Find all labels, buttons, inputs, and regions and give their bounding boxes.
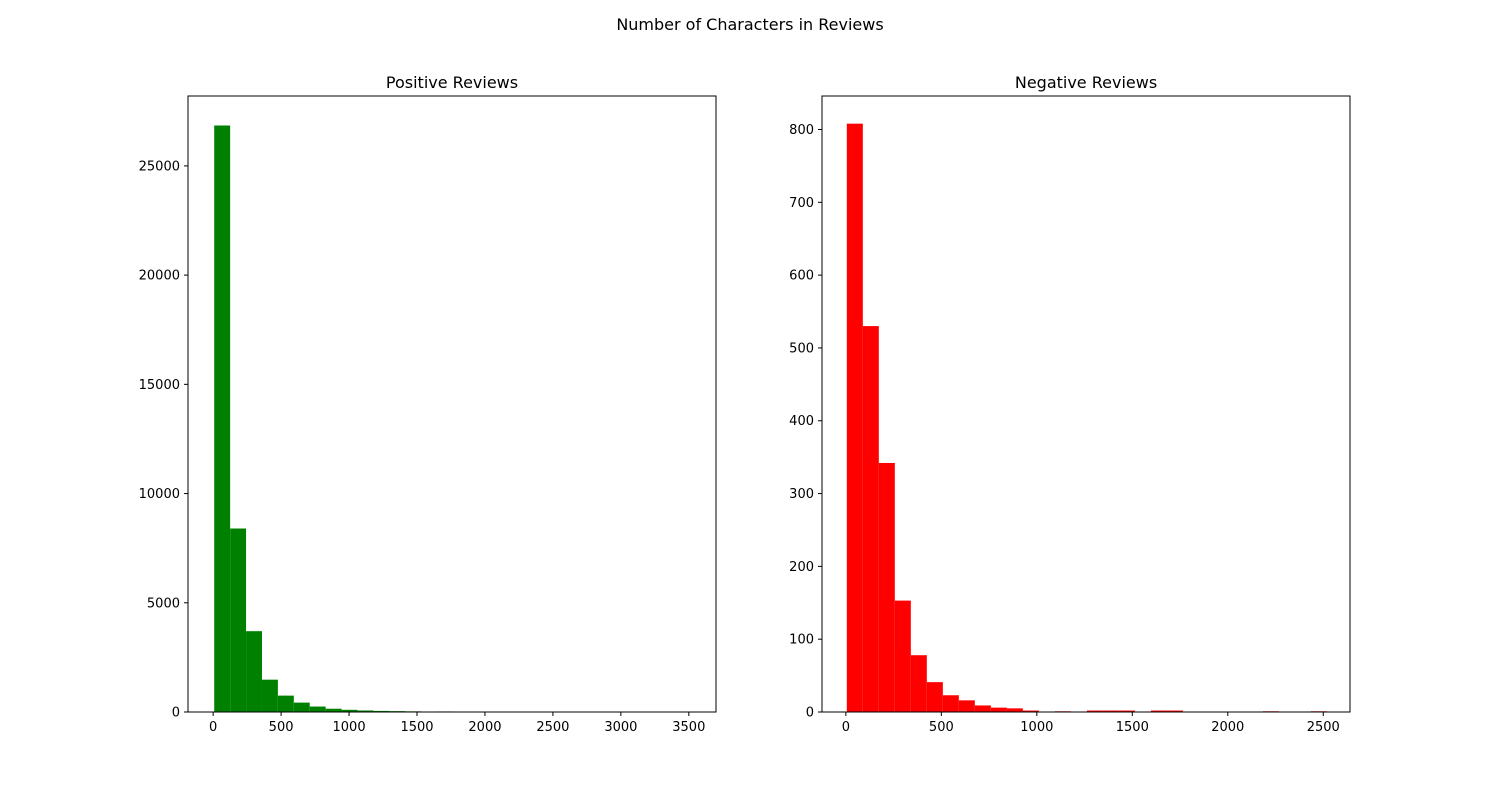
- negative-y-tick-label: 200: [789, 560, 814, 575]
- positive-histogram-bar: [230, 528, 247, 712]
- positive-x-tick-label: 2000: [468, 720, 501, 735]
- negative-y-tick-label: 500: [789, 341, 814, 356]
- negative-y-tick-label: 800: [789, 123, 814, 138]
- positive-y-tick-label: 25000: [139, 159, 180, 174]
- positive-histogram-bar: [341, 709, 358, 712]
- negative-histogram-bar: [926, 682, 943, 712]
- negative-histogram-bar: [862, 326, 879, 712]
- figure-suptitle: Number of Characters in Reviews: [616, 15, 883, 34]
- positive-histogram-bar: [293, 702, 310, 712]
- negative-x-tick-label: 2000: [1211, 720, 1244, 735]
- positive-x-tick-label: 0: [209, 720, 217, 735]
- negative-histogram-bar: [846, 123, 863, 713]
- negative-reviews-histogram: Negative Reviews 0 500 1000 1500 2000 2500 0 1…: [789, 73, 1351, 735]
- positive-y-tick-label: 10000: [139, 487, 180, 502]
- negative-histogram-bar: [1118, 710, 1135, 712]
- positive-histogram-bar: [214, 125, 231, 712]
- positive-x-tick-label: 1500: [400, 720, 433, 735]
- positive-histogram-bar: [277, 695, 294, 712]
- negative-histogram-bar: [878, 462, 895, 712]
- negative-x-tick-label: 1500: [1116, 720, 1149, 735]
- negative-y-tick-label: 400: [789, 414, 814, 429]
- negative-histogram-bar: [974, 705, 991, 712]
- negative-y-tick-label: 700: [789, 196, 814, 211]
- positive-histogram-bar: [309, 706, 326, 712]
- positive-histogram-bar: [246, 631, 262, 712]
- negative-x-tick-label: 2500: [1307, 720, 1340, 735]
- positive-reviews-y-axis: 0 5000 10000 15000 20000 25000: [139, 159, 188, 721]
- negative-y-tick-label: 100: [789, 633, 814, 648]
- negative-histogram-bar: [1150, 710, 1167, 712]
- positive-y-tick-label: 5000: [147, 596, 180, 611]
- positive-histogram-bar: [357, 710, 374, 712]
- negative-x-tick-label: 500: [929, 720, 954, 735]
- negative-reviews-axes-frame: [821, 95, 1351, 713]
- positive-y-tick-label: 15000: [139, 378, 180, 393]
- negative-histogram-bar: [894, 600, 911, 712]
- positive-x-tick-label: 3000: [604, 720, 637, 735]
- positive-histogram-bar: [325, 708, 342, 712]
- negative-reviews-bars: [846, 123, 1327, 713]
- negative-reviews-y-axis: 0 100 200 300 400 500 600 700 800: [789, 123, 822, 721]
- positive-x-tick-label: 1000: [333, 720, 366, 735]
- negative-histogram-bar: [1022, 710, 1039, 712]
- negative-histogram-bar: [1102, 710, 1119, 712]
- negative-histogram-bar: [958, 700, 975, 712]
- negative-histogram-bar: [942, 695, 959, 712]
- negative-x-tick-label: 0: [842, 720, 850, 735]
- negative-y-tick-label: 600: [789, 269, 814, 284]
- positive-y-tick-label: 20000: [139, 269, 180, 284]
- positive-y-tick-label: 0: [172, 706, 180, 721]
- negative-histogram-bar: [1166, 710, 1183, 712]
- positive-reviews-title: Positive Reviews: [386, 73, 518, 92]
- negative-reviews-title: Negative Reviews: [1015, 73, 1157, 92]
- positive-histogram-bar: [373, 710, 390, 712]
- positive-histogram-bar: [261, 679, 278, 712]
- positive-reviews-bars: [214, 125, 692, 713]
- positive-reviews-x-axis: 0 500 1000 1500 2000 2500 3000 3500: [209, 712, 705, 735]
- positive-x-tick-label: 2500: [536, 720, 569, 735]
- negative-x-tick-label: 1000: [1020, 720, 1053, 735]
- negative-histogram-bar: [1086, 710, 1103, 712]
- positive-reviews-axes-frame: [187, 95, 717, 713]
- positive-x-tick-label: 3500: [672, 720, 705, 735]
- negative-reviews-x-axis: 0 500 1000 1500 2000 2500: [842, 712, 1340, 735]
- negative-histogram-bar: [1006, 708, 1023, 712]
- positive-x-tick-label: 500: [269, 720, 294, 735]
- negative-y-tick-label: 0: [806, 706, 814, 721]
- positive-reviews-histogram: Positive Reviews 0 500 1000 1500 2000 2500 300…: [139, 73, 717, 735]
- negative-y-tick-label: 300: [789, 487, 814, 502]
- negative-histogram-bar: [910, 655, 927, 712]
- negative-histogram-bar: [990, 707, 1007, 712]
